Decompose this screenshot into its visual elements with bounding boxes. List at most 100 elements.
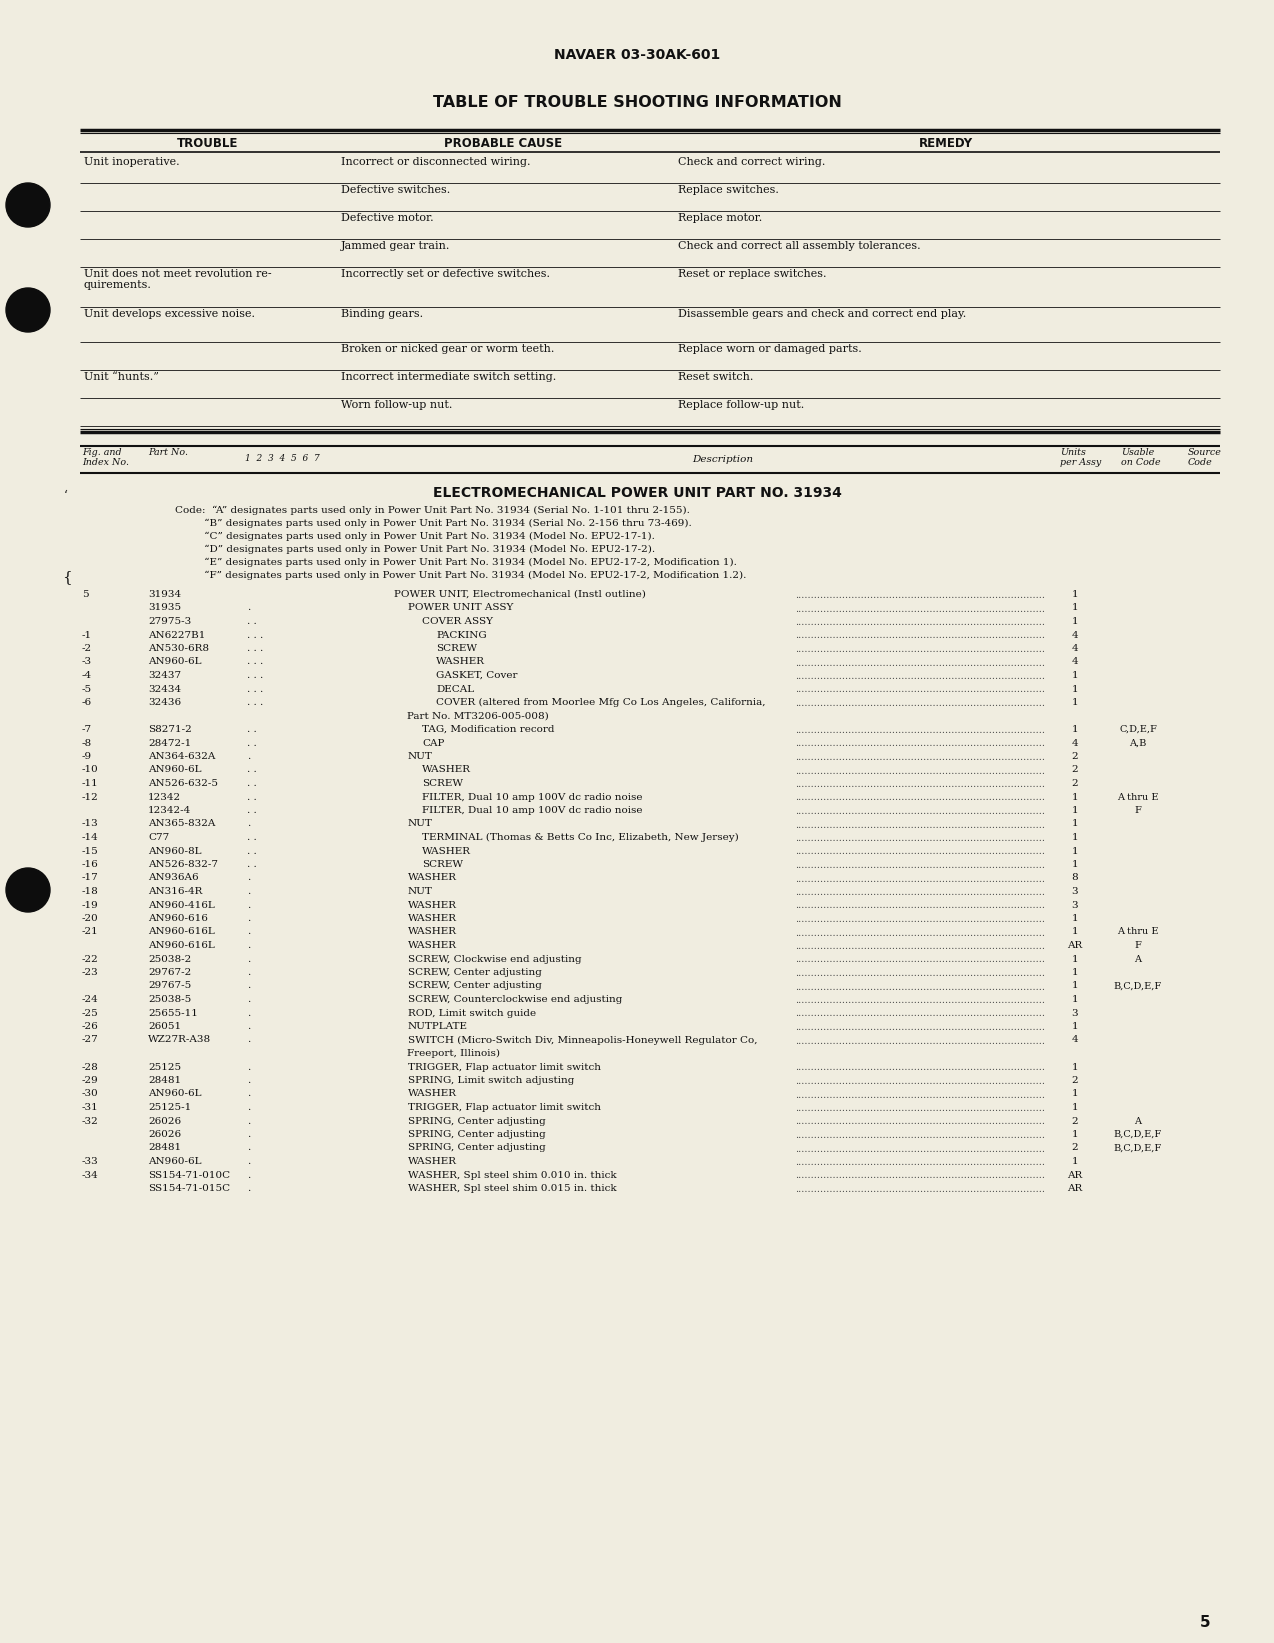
Text: .: . [247,820,250,828]
Text: A: A [1135,1117,1142,1125]
Text: Check and correct wiring.: Check and correct wiring. [678,158,826,168]
Text: .: . [247,1009,250,1017]
Text: AN364-632A: AN364-632A [148,752,215,761]
Text: -14: -14 [82,833,99,841]
Text: WZ27R-A38: WZ27R-A38 [148,1035,211,1045]
Text: 1: 1 [1071,914,1078,923]
Text: 8: 8 [1071,874,1078,882]
Text: 28472-1: 28472-1 [148,738,191,748]
Text: . .: . . [247,833,257,841]
Text: AN316-4R: AN316-4R [148,887,203,895]
Text: ................................................................................: ........................................… [795,820,1045,830]
Text: .: . [247,914,250,923]
Text: 1: 1 [1071,846,1078,856]
Text: Units
per Assy: Units per Assy [1060,449,1101,467]
Text: ................................................................................: ........................................… [795,956,1045,964]
Text: . .: . . [247,618,257,626]
Text: -12: -12 [82,792,99,802]
Text: ................................................................................: ........................................… [795,861,1045,871]
Text: POWER UNIT, Electromechanical (Instl outline): POWER UNIT, Electromechanical (Instl out… [394,590,646,600]
Text: WASHER: WASHER [408,1089,457,1099]
Text: 31935: 31935 [148,603,181,613]
Text: Disassemble gears and check and correct end play.: Disassemble gears and check and correct … [678,309,966,319]
Circle shape [6,182,50,227]
Text: TERMINAL (Thomas & Betts Co Inc, Elizabeth, New Jersey): TERMINAL (Thomas & Betts Co Inc, Elizabe… [422,833,739,843]
Text: ................................................................................: ........................................… [795,1158,1045,1167]
Text: WASHER: WASHER [408,914,457,923]
Text: ................................................................................: ........................................… [795,1009,1045,1019]
Text: -7: -7 [82,725,92,734]
Text: -1: -1 [82,631,92,639]
Text: SS154-71-010C: SS154-71-010C [148,1170,231,1180]
Text: WASHER: WASHER [422,846,471,856]
Text: COVER (altered from Moorlee Mfg Co Los Angeles, California,: COVER (altered from Moorlee Mfg Co Los A… [436,698,766,706]
Text: 2: 2 [1071,1076,1078,1084]
Text: ................................................................................: ........................................… [795,887,1045,897]
Text: 1: 1 [1071,968,1078,978]
Text: SCREW, Center adjusting: SCREW, Center adjusting [408,968,541,978]
Text: ................................................................................: ........................................… [795,983,1045,991]
Text: WASHER: WASHER [408,928,457,937]
Text: ................................................................................: ........................................… [795,767,1045,775]
Text: .: . [247,1022,250,1032]
Text: WASHER: WASHER [436,657,485,667]
Text: Fig. and
Index No.: Fig. and Index No. [82,449,129,467]
Text: CAP: CAP [422,738,445,748]
Text: .: . [247,928,250,937]
Text: . .: . . [247,725,257,734]
Text: 29767-5: 29767-5 [148,981,191,991]
Text: Worn follow-up nut.: Worn follow-up nut. [341,399,452,411]
Text: WASHER: WASHER [408,874,457,882]
Text: 1: 1 [1071,698,1078,706]
Text: NAVAER 03-30AK-601: NAVAER 03-30AK-601 [554,48,720,62]
Text: SCREW: SCREW [422,779,462,789]
Text: ................................................................................: ........................................… [795,1037,1045,1045]
Text: AN936A6: AN936A6 [148,874,199,882]
Text: .: . [247,1157,250,1167]
Text: 2: 2 [1071,1117,1078,1125]
Circle shape [6,868,50,912]
Text: 1: 1 [1071,981,1078,991]
Text: ................................................................................: ........................................… [795,646,1045,654]
Text: AN960-616L: AN960-616L [148,928,215,937]
Text: ................................................................................: ........................................… [795,672,1045,680]
Text: 1: 1 [1071,603,1078,613]
Text: 1: 1 [1071,1063,1078,1071]
Text: AN526-632-5: AN526-632-5 [148,779,218,789]
Text: . . .: . . . [247,670,264,680]
Text: AR: AR [1068,1185,1083,1193]
Text: ................................................................................: ........................................… [795,1104,1045,1112]
Text: Part No. MT3206-005-008): Part No. MT3206-005-008) [394,711,549,721]
Text: Replace follow-up nut.: Replace follow-up nut. [678,399,804,411]
Text: .: . [247,1035,250,1045]
Text: Source
Code: Source Code [1187,449,1222,467]
Text: AN960-6L: AN960-6L [148,657,201,667]
Text: ................................................................................: ........................................… [795,591,1045,600]
Text: ELECTROMECHANICAL POWER UNIT PART NO. 31934: ELECTROMECHANICAL POWER UNIT PART NO. 31… [433,486,841,499]
Text: Incorrect or disconnected wiring.: Incorrect or disconnected wiring. [341,158,530,168]
Text: 4: 4 [1071,657,1078,667]
Text: GASKET, Cover: GASKET, Cover [436,670,517,680]
Text: 32436: 32436 [148,698,181,706]
Text: “E” designates parts used only in Power Unit Part No. 31934 (Model No. EPU2-17-2: “E” designates parts used only in Power … [175,559,736,567]
Text: ................................................................................: ........................................… [795,739,1045,749]
Text: .: . [247,981,250,991]
Text: SCREW: SCREW [422,859,462,869]
Text: Broken or nicked gear or worm teeth.: Broken or nicked gear or worm teeth. [341,343,554,353]
Text: AN960-416L: AN960-416L [148,900,215,910]
Text: -25: -25 [82,1009,99,1017]
Text: TROUBLE: TROUBLE [177,136,238,150]
Text: -23: -23 [82,968,99,978]
Text: 12342-4: 12342-4 [148,807,191,815]
Text: SWITCH (Micro-Switch Div, Minneapolis-Honeywell Regulator Co,: SWITCH (Micro-Switch Div, Minneapolis-Ho… [408,1035,758,1045]
Text: -8: -8 [82,738,92,748]
Circle shape [6,288,50,332]
Text: 1: 1 [1071,1102,1078,1112]
Text: 3: 3 [1071,900,1078,910]
Text: -19: -19 [82,900,99,910]
Text: 1: 1 [1071,1130,1078,1139]
Text: TABLE OF TROUBLE SHOOTING INFORMATION: TABLE OF TROUBLE SHOOTING INFORMATION [433,95,841,110]
Text: AN960-6L: AN960-6L [148,1089,201,1099]
Text: -20: -20 [82,914,99,923]
Text: 28481: 28481 [148,1144,181,1152]
